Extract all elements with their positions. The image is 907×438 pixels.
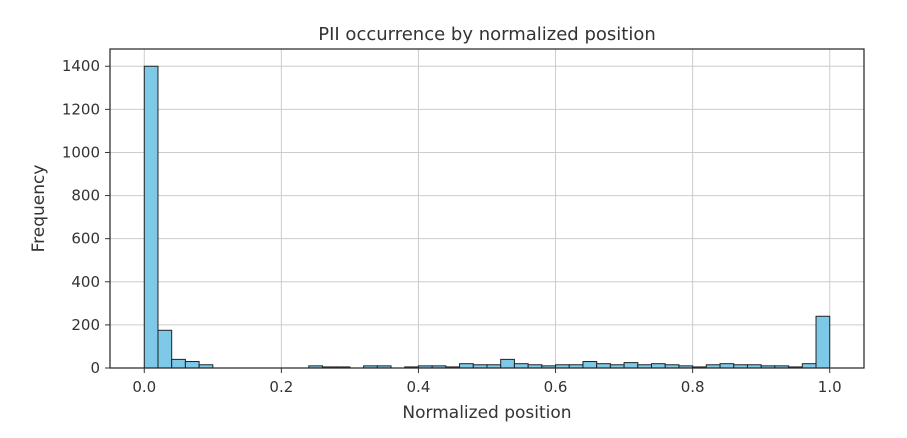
y-tick-label: 1200 (62, 100, 100, 118)
y-tick-label: 0 (90, 359, 100, 377)
histogram-bar (623, 362, 639, 369)
histogram-bar (596, 363, 611, 369)
histogram-bars (143, 65, 831, 369)
y-tick-label: 600 (71, 230, 100, 248)
grid-lines (110, 49, 864, 369)
histogram-bar (582, 361, 598, 369)
x-tick-label: 0.8 (681, 378, 705, 396)
x-tick-label: 0.2 (269, 378, 293, 396)
histogram-bar (651, 363, 666, 369)
x-tick-label: 0.0 (132, 378, 156, 396)
x-tick-label: 0.6 (544, 378, 568, 396)
histogram-bar (719, 363, 735, 369)
histogram-bar (815, 315, 831, 369)
y-tick-label: 800 (71, 187, 100, 205)
chart-title: PII occurrence by normalized position (318, 24, 656, 45)
axis-ticks: 0.0 0.2 0.4 0.6 0.8 1.0 0 200 400 600 800 1000 1200 1… (62, 57, 842, 396)
y-axis-title: Frequency (29, 165, 49, 253)
y-tick-label: 400 (71, 273, 100, 291)
plot-frame (109, 48, 865, 369)
x-axis-title: Normalized position (402, 403, 571, 423)
histogram-bar (143, 65, 159, 369)
histogram-bar (157, 329, 173, 369)
y-tick-label: 1400 (62, 57, 100, 75)
histogram-bar (500, 358, 515, 369)
x-tick-label: 0.4 (407, 378, 431, 396)
histogram-bar (513, 363, 529, 369)
histogram-bar (801, 363, 817, 369)
x-tick-label: 1.0 (818, 378, 842, 396)
y-tick-label: 200 (71, 316, 100, 334)
histogram-bar (459, 363, 474, 369)
histogram-bar (184, 361, 200, 369)
histogram-bar (171, 358, 186, 369)
y-tick-label: 1000 (62, 143, 100, 161)
